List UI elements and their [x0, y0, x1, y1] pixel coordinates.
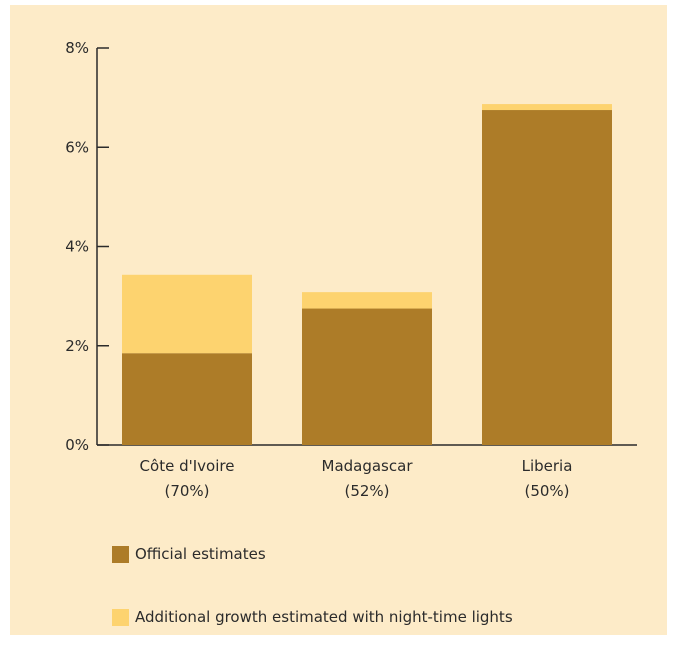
legend-item-official-estimates: Official estimates: [112, 545, 266, 563]
legend-label-official: Official estimates: [135, 545, 266, 563]
y-tick-label: 4%: [65, 238, 89, 256]
category-sublabel: (50%): [524, 482, 569, 500]
bar-segment-additional: [122, 274, 252, 354]
category-label: Madagascar: [322, 457, 414, 475]
category-labels: Côte d'Ivoire (70%) Madagascar (52%) Liberia…: [140, 457, 573, 500]
legend-swatch-official: [112, 545, 129, 563]
bar-segment-additional: [482, 104, 612, 111]
legend-label-additional: Additional growth estimated with night-t…: [135, 608, 513, 626]
y-tick-label: 8%: [65, 39, 89, 57]
category-label: Côte d'Ivoire: [140, 457, 235, 475]
y-ticks: 0% 2% 4% 6% 8%: [65, 39, 109, 454]
bar-segment-official: [482, 110, 612, 445]
legend-item-additional-growth: Additional growth estimated with night-t…: [112, 608, 513, 626]
bars: [122, 104, 612, 445]
y-tick-label: 2%: [65, 337, 89, 355]
category-sublabel: (52%): [344, 482, 389, 500]
legend-swatch-additional: [112, 608, 129, 626]
bar-segment-additional: [302, 292, 432, 309]
category-sublabel: (70%): [164, 482, 209, 500]
bar-segment-official: [122, 353, 252, 445]
y-tick-label: 6%: [65, 138, 89, 156]
bar-segment-official: [302, 308, 432, 445]
y-tick-label: 0%: [65, 436, 89, 454]
category-label: Liberia: [522, 457, 573, 475]
